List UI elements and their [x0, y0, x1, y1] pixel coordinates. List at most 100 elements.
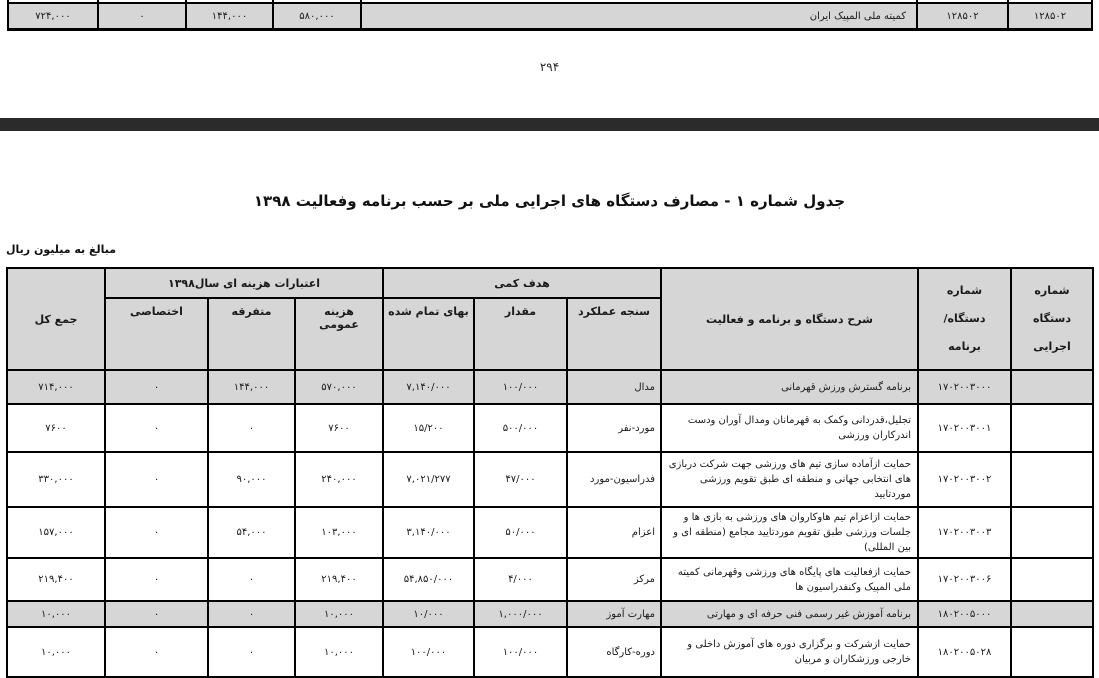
- cell-program-no: ۱۸۰۲۰۰۵۰۰۰: [917, 600, 1012, 628]
- cell-measure: مرکز: [566, 557, 662, 602]
- cell-empty: [1007, 0, 1093, 4]
- table-title: جدول شماره ۱ - مصارف دستگاه های اجرایی م…: [253, 192, 846, 210]
- table-row: ۱۷۰۲۰۰۳۰۰۲ حمایت ازآماده سازی تیم های ور…: [6, 451, 1094, 508]
- cell-cost: ۷,۱۴۰/۰۰۰: [382, 369, 475, 405]
- cell-measure: فدراسیون-مورد: [566, 451, 662, 508]
- cell-program-no: ۱۷۰۲۰۰۳۰۰۲: [917, 451, 1012, 508]
- cell-misc: ۰: [207, 403, 296, 453]
- cell-total: ۱۵۷,۰۰۰: [6, 506, 106, 559]
- cell-empty: [7, 0, 99, 4]
- cell-empty: [97, 0, 187, 4]
- cell-misc: ۵۴,۰۰۰: [207, 506, 296, 559]
- cell-misc: ۱۴۴,۰۰۰: [185, 2, 274, 31]
- cell-agency-no: [1010, 626, 1094, 678]
- cell-cost: ۳,۱۴۰/۰۰۰: [382, 506, 475, 559]
- cell-empty: [916, 0, 1009, 4]
- table-row-cutoff: [7, 0, 1093, 4]
- cell-amount: ۵۰۰/۰۰۰: [473, 403, 568, 453]
- header-group-row: شماره دستگاه اجرایی شماره دستگاه/ برنامه…: [6, 267, 1094, 371]
- table-row-agency-total: ۱۲۸۵۰۲ ۱۲۸۵۰۲ کمیته ملی المپیک ایران ۵۸۰…: [7, 2, 1093, 31]
- cell-amount: ۴۷/۰۰۰: [473, 451, 568, 508]
- table-row: ۱۸۰۲۰۰۵۰۲۸ حمایت ازشرکت و برگزاری دوره ه…: [6, 626, 1094, 678]
- cell-total: ۳۳۰,۰۰۰: [6, 451, 106, 508]
- cell-total: ۱۰,۰۰۰: [6, 600, 106, 628]
- cell-measure: دوره-کارگاه: [566, 626, 662, 678]
- cell-program-no: ۱۷۰۲۰۰۳۰۰۶: [917, 557, 1012, 602]
- cell-measure: اعزام: [566, 506, 662, 559]
- cell-dedicated: ۰: [104, 600, 209, 628]
- cell-dedicated: ۰: [104, 626, 209, 678]
- cell-description: حمایت ازاعزام تیم هاوکاروان های ورزشی به…: [660, 506, 919, 559]
- table-row: ۱۸۰۲۰۰۵۰۰۰ برنامه آموزش غیر رسمی فنی حرف…: [6, 600, 1094, 628]
- cell-description: تجلیل،قدردانی وکمک به قهرمانان ومدال آور…: [660, 403, 919, 453]
- header-quantitative-goal-group: هدف کمی: [382, 267, 662, 299]
- cell-amount: ۴/۰۰۰: [473, 557, 568, 602]
- cell-general: ۲۱۹,۴۰۰: [294, 557, 384, 602]
- header-total: جمع کل: [6, 267, 106, 371]
- cell-agency-no: ۱۲۸۵۰۲: [1007, 2, 1093, 31]
- cell-dedicated: ۰: [104, 369, 209, 405]
- cell-description: حمایت ازشرکت و برگزاری دوره های آموزش دا…: [660, 626, 919, 678]
- cell-total: ۱۰,۰۰۰: [6, 626, 106, 678]
- cell-measure: مورد-نفر: [566, 403, 662, 453]
- amounts-unit-note: مبالغ به میلیون ریال: [6, 243, 117, 256]
- table-row: ۱۷۰۲۰۰۳۰۰۳ حمایت ازاعزام تیم هاوکاروان ه…: [6, 506, 1094, 559]
- cell-agency-no: [1010, 506, 1094, 559]
- cell-amount: ۵۰/۰۰۰: [473, 506, 568, 559]
- cell-empty: [185, 0, 274, 4]
- cell-general: ۱۰,۰۰۰: [294, 626, 384, 678]
- cell-misc: ۰: [207, 626, 296, 678]
- header-general-expense: هزینه عمومی: [294, 297, 384, 371]
- cell-measure: مهارت آموز: [566, 600, 662, 628]
- cell-dedicated: ۰: [104, 506, 209, 559]
- header-dedicated: اختصاصی: [104, 297, 209, 371]
- header-measure: سنجه عملکرد: [566, 297, 662, 371]
- header-credits-group: اعتبارات هزینه ای سال۱۳۹۸: [104, 267, 384, 299]
- cell-program-no: ۱۸۰۲۰۰۵۰۲۸: [917, 626, 1012, 678]
- cell-cost: ۷,۰۲۱/۲۷۷: [382, 451, 475, 508]
- cell-misc: ۰: [207, 557, 296, 602]
- cell-measure: مدال: [566, 369, 662, 405]
- cell-general: ۲۴۰,۰۰۰: [294, 451, 384, 508]
- cell-dedicated: ۰: [97, 2, 187, 31]
- cell-description: حمایت ازفعالیت های پایگاه های ورزشی وقهر…: [660, 557, 919, 602]
- main-expenditure-table: شماره دستگاه اجرایی شماره دستگاه/ برنامه…: [6, 267, 1094, 678]
- cell-cost: ۱۰/۰۰۰: [382, 600, 475, 628]
- cell-amount: ۱۰۰/۰۰۰: [473, 626, 568, 678]
- cell-program-no: ۱۷۰۲۰۰۳۰۰۱: [917, 403, 1012, 453]
- cell-description: برنامه آموزش غیر رسمی فنی حرفه ای و مهار…: [660, 600, 919, 628]
- cell-misc: ۱۴۴,۰۰۰: [207, 369, 296, 405]
- cell-general: ۵۸۰,۰۰۰: [272, 2, 362, 31]
- cell-amount: ۱۰۰/۰۰۰: [473, 369, 568, 405]
- header-amount: مقدار: [473, 297, 568, 371]
- cell-agency-no: [1010, 369, 1094, 405]
- header-description: شرح دستگاه و برنامه و فعالیت: [660, 267, 919, 371]
- cell-empty: [272, 0, 362, 4]
- cell-dedicated: ۰: [104, 451, 209, 508]
- cell-total: ۷۶۰۰: [6, 403, 106, 453]
- cell-cost: ۱۰۰/۰۰۰: [382, 626, 475, 678]
- cell-program-no: ۱۲۸۵۰۲: [916, 2, 1009, 31]
- cell-program-no: ۱۷۰۲۰۰۳۰۰۰: [917, 369, 1012, 405]
- cell-total: ۲۱۹,۴۰۰: [6, 557, 106, 602]
- cell-general: ۷۶۰۰: [294, 403, 384, 453]
- cell-description: حمایت ازآماده سازی تیم های ورزشی جهت شرک…: [660, 451, 919, 508]
- page-divider-bar: [0, 118, 1099, 131]
- table-row: ۱۷۰۲۰۰۳۰۰۱ تجلیل،قدردانی وکمک به قهرمانا…: [6, 403, 1094, 453]
- header-misc: متفرقه: [207, 297, 296, 371]
- cell-dedicated: ۰: [104, 403, 209, 453]
- cell-general: ۵۷۰,۰۰۰: [294, 369, 384, 405]
- cell-agency-no: [1010, 557, 1094, 602]
- cell-misc: ۰: [207, 600, 296, 628]
- main-table-body: ۱۷۰۲۰۰۳۰۰۰ برنامه گسترش ورزش قهرمانی مدا…: [6, 369, 1094, 678]
- cell-program-no: ۱۷۰۲۰۰۳۰۰۳: [917, 506, 1012, 559]
- cell-total: ۷۱۴,۰۰۰: [6, 369, 106, 405]
- table-row: ۱۷۰۲۰۰۳۰۰۰ برنامه گسترش ورزش قهرمانی مدا…: [6, 369, 1094, 405]
- cell-general: ۱۰۳,۰۰۰: [294, 506, 384, 559]
- header-program-no: شماره دستگاه/ برنامه: [917, 267, 1012, 371]
- cell-total: ۷۲۴,۰۰۰: [7, 2, 99, 31]
- cell-description: کمیته ملی المپیک ایران: [360, 2, 918, 31]
- cell-amount: ۱,۰۰۰/۰۰۰: [473, 600, 568, 628]
- cell-misc: ۹۰,۰۰۰: [207, 451, 296, 508]
